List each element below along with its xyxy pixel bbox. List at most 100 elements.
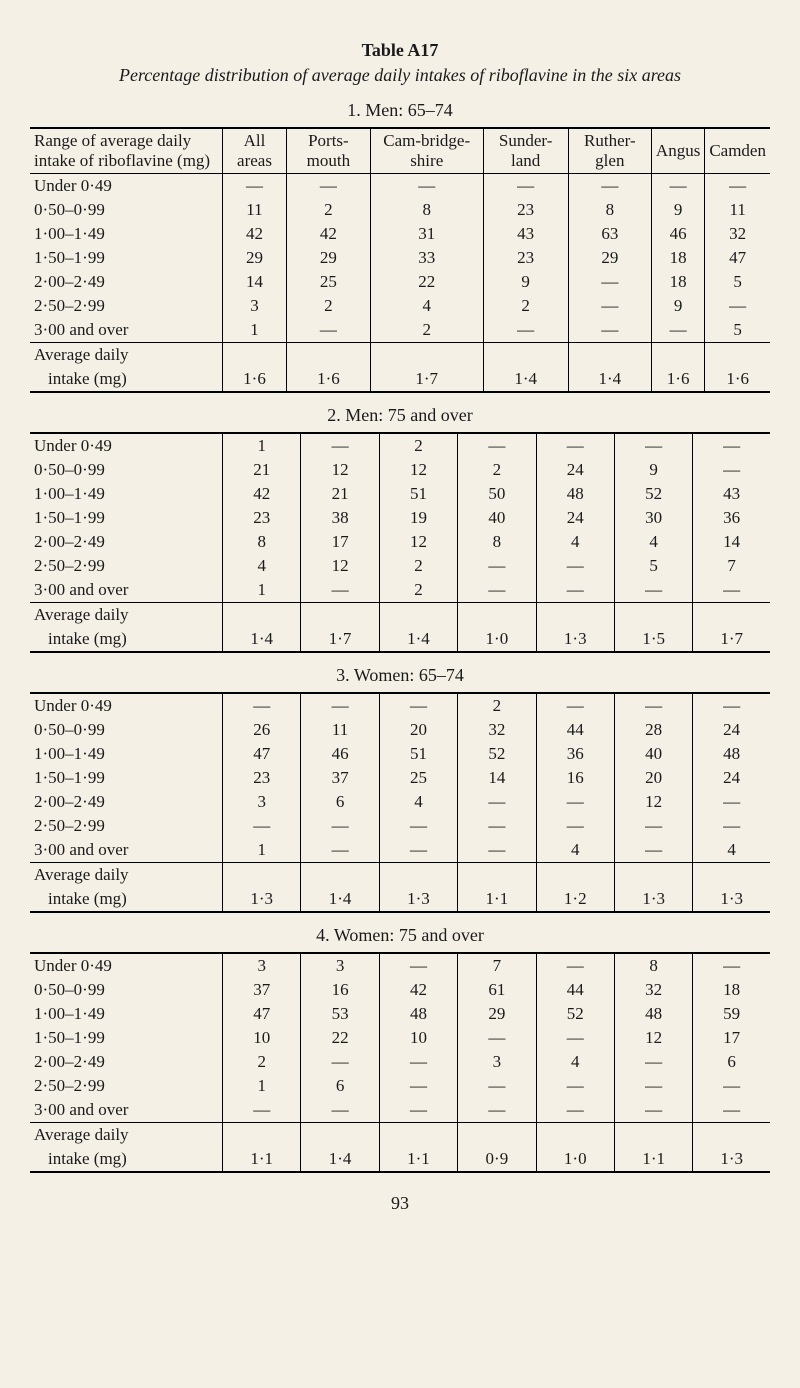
cell: 33	[370, 246, 483, 270]
avg-row: intake (mg)1·41·71·41·01·31·51·7	[30, 627, 770, 652]
cell: —	[651, 318, 704, 343]
row-label: Under 0·49	[30, 174, 223, 198]
cell: 2	[483, 294, 568, 318]
cell: 23	[483, 246, 568, 270]
avg-cell: 1·3	[614, 887, 692, 912]
avg-sublabel: intake (mg)	[30, 1147, 223, 1172]
table-row: 0·50–0·992112122249—	[30, 458, 770, 482]
cell: —	[568, 174, 651, 198]
cell: 18	[651, 270, 704, 294]
cell: 24	[693, 766, 770, 790]
avg-row-label: Average daily	[30, 863, 770, 887]
row-label: 3·00 and over	[30, 318, 223, 343]
cell: 19	[379, 506, 457, 530]
cell: 10	[223, 1026, 301, 1050]
table-row: 1·00–1·4942215150485243	[30, 482, 770, 506]
row-label: 1·00–1·49	[30, 742, 223, 766]
avg-cell: 1·7	[370, 367, 483, 392]
table-row: Under 0·491—2————	[30, 434, 770, 458]
table-row: 0·50–0·991128238911	[30, 198, 770, 222]
table-row: 1·50–1·9923372514162024	[30, 766, 770, 790]
cell: 25	[379, 766, 457, 790]
cell: 23	[223, 766, 301, 790]
cell: —	[458, 838, 536, 863]
cell: 59	[693, 1002, 770, 1026]
cell: 25	[286, 270, 370, 294]
cell: —	[536, 694, 614, 718]
avg-cell: 1·4	[301, 1147, 379, 1172]
table-row: 3·00 and over1—2———5	[30, 318, 770, 343]
cell: 11	[705, 198, 770, 222]
avg-cell: 1·3	[693, 887, 770, 912]
cell: 47	[223, 1002, 301, 1026]
col-cambs: Cam-bridge-shire	[370, 129, 483, 174]
cell: 17	[301, 530, 379, 554]
cell: —	[693, 578, 770, 603]
cell: 2	[379, 578, 457, 603]
cell: 38	[301, 506, 379, 530]
cell: —	[223, 174, 287, 198]
cell: 6	[301, 790, 379, 814]
cell: 9	[614, 458, 692, 482]
page-number: 93	[30, 1193, 770, 1214]
avg-cell: 1·4	[223, 627, 301, 652]
cell: 7	[693, 554, 770, 578]
avg-cell: 1·7	[301, 627, 379, 652]
avg-cell: 1·5	[614, 627, 692, 652]
cell: —	[693, 954, 770, 978]
cell: —	[458, 1026, 536, 1050]
cell: —	[568, 270, 651, 294]
cell: 9	[651, 294, 704, 318]
cell: —	[568, 294, 651, 318]
cell: —	[693, 790, 770, 814]
cell: —	[614, 814, 692, 838]
avg-cell: 1·6	[286, 367, 370, 392]
row-label: 1·00–1·49	[30, 222, 223, 246]
cell: 48	[614, 1002, 692, 1026]
table-row: 3·00 and over1———4—4	[30, 838, 770, 863]
avg-sublabel: intake (mg)	[30, 887, 223, 912]
cell: —	[614, 1050, 692, 1074]
cell: 7	[458, 954, 536, 978]
title-block: Table A17 Percentage distribution of ave…	[30, 40, 770, 86]
cell: 18	[651, 246, 704, 270]
cell: 2	[379, 554, 457, 578]
cell: —	[536, 954, 614, 978]
cell: 50	[458, 482, 536, 506]
cell: 12	[301, 554, 379, 578]
cell: —	[286, 318, 370, 343]
cell: 3	[223, 954, 301, 978]
table-row: 3·00 and over———————	[30, 1098, 770, 1123]
table-row: 2·50–2·9916—————	[30, 1074, 770, 1098]
table-row: Under 0·4933—7—8—	[30, 954, 770, 978]
cell: 12	[379, 458, 457, 482]
cell: 23	[223, 506, 301, 530]
table-row: 2·50–2·99———————	[30, 814, 770, 838]
cell: —	[379, 954, 457, 978]
avg-cell: 1·1	[614, 1147, 692, 1172]
cell: 4	[379, 790, 457, 814]
cell: —	[223, 814, 301, 838]
cell: 4	[693, 838, 770, 863]
cell: 21	[301, 482, 379, 506]
cell: 29	[286, 246, 370, 270]
cell: 32	[705, 222, 770, 246]
table-row: 2·50–2·993242—9—	[30, 294, 770, 318]
cell: —	[286, 174, 370, 198]
cell: 44	[536, 978, 614, 1002]
table-row: 2·00–2·491425229—185	[30, 270, 770, 294]
cell: 3	[223, 294, 287, 318]
avg-cell: 1·4	[379, 627, 457, 652]
cell: —	[483, 174, 568, 198]
cell: —	[536, 434, 614, 458]
cell: 5	[705, 318, 770, 343]
tbody-s1: Under 0·49———————0·50–0·9911282389111·00…	[30, 174, 770, 393]
cell: 21	[223, 458, 301, 482]
avg-cell: 1·1	[223, 1147, 301, 1172]
cell: 1	[223, 1074, 301, 1098]
avg-sublabel: intake (mg)	[30, 367, 223, 392]
avg-cell: 1·1	[458, 887, 536, 912]
row-label: 2·50–2·99	[30, 554, 223, 578]
cell: 11	[301, 718, 379, 742]
cell: 2	[286, 198, 370, 222]
